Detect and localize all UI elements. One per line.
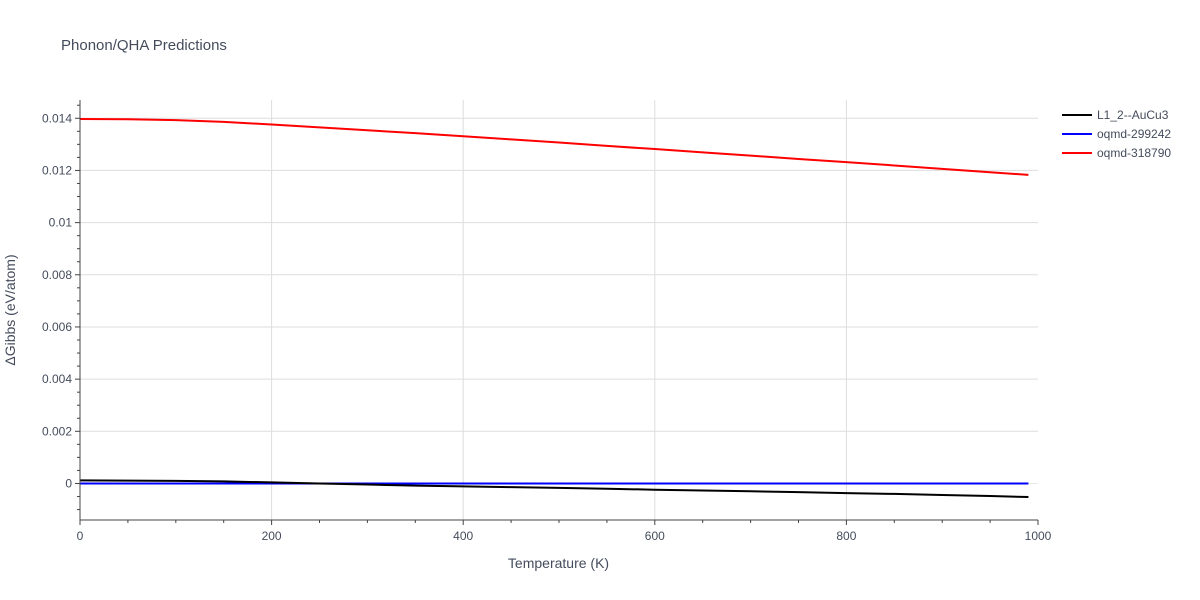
grid (80, 100, 1038, 520)
y-tick-label: 0.002 (42, 424, 72, 438)
y-axis-ticks: 0 0.002 0.004 0.006 0.008 0.01 0.012 0.014 (42, 104, 80, 511)
x-tick-label: 800 (836, 529, 856, 543)
series-line-oqmd-318790 (79, 118, 1029, 176)
y-tick-label: 0.006 (42, 320, 72, 334)
series-line-L1_2--AuCu3 (79, 479, 1029, 499)
y-tick-label: 0.014 (42, 111, 72, 125)
y-tick-label: 0.01 (49, 216, 73, 230)
x-axis-ticks: 0 200 400 600 800 1000 (77, 520, 1052, 543)
y-tick-label: 0.008 (42, 268, 72, 282)
legend[interactable]: L1_2--AuCu3 oqmd-299242 oqmd-318790 (1062, 108, 1171, 160)
legend-item[interactable]: oqmd-299242 (1062, 127, 1171, 141)
legend-label: oqmd-318790 (1097, 146, 1171, 160)
x-tick-label: 600 (645, 529, 665, 543)
x-tick-label: 200 (262, 529, 282, 543)
y-axis-title: ΔGibbs (eV/atom) (2, 254, 18, 365)
y-tick-label: 0.004 (42, 372, 72, 386)
y-tick-label: 0.012 (42, 163, 72, 177)
chart-title: Phonon/QHA Predictions (61, 37, 227, 54)
x-axis-title: Temperature (K) (508, 555, 609, 571)
x-tick-label: 1000 (1025, 529, 1052, 543)
axes (79, 100, 1038, 521)
legend-item[interactable]: L1_2--AuCu3 (1062, 108, 1169, 122)
x-tick-label: 0 (77, 529, 84, 543)
legend-label: oqmd-299242 (1097, 127, 1171, 141)
series-layer (79, 118, 1029, 499)
x-tick-label: 400 (453, 529, 473, 543)
legend-label: L1_2--AuCu3 (1097, 108, 1169, 122)
y-tick-label: 0 (65, 476, 72, 490)
legend-item[interactable]: oqmd-318790 (1062, 146, 1171, 160)
